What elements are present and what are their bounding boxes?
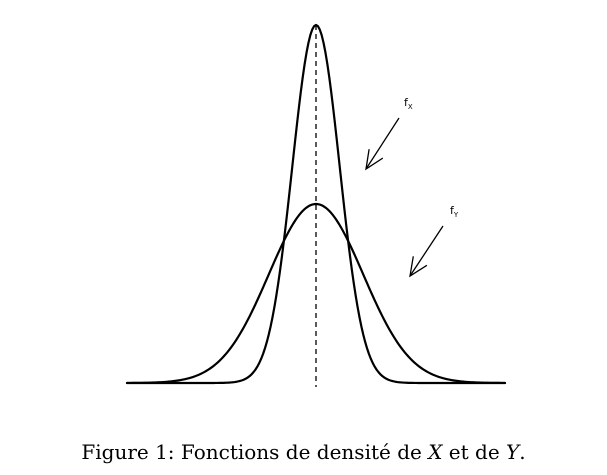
caption-suffix: . [519,440,526,464]
label-fy: fY [450,204,459,219]
label-fy-main: f [450,204,455,217]
label-fx-main: f [404,96,409,109]
arrow-fy-head [409,256,428,278]
label-fx: fX [404,96,413,111]
density-chart: fX fY [125,23,507,387]
caption-middle: et de [442,440,507,464]
annotation-fy: fY [409,204,459,278]
density-curve-f-y [125,202,507,385]
caption-var-y: Y [506,440,520,464]
label-fy-sub: Y [453,211,459,219]
density-curves [125,23,507,385]
annotation-fx: fX [365,96,413,171]
arrow-fy [409,225,444,277]
arrow-fx [365,117,400,170]
label-fx-sub: X [408,103,413,111]
caption-var-x: X [428,440,443,464]
arrow-fx-head [365,149,384,171]
caption-prefix: Figure 1: Fonctions de densité de [81,440,429,464]
figure-caption: Figure 1: Fonctions de densité de X et d… [0,440,607,464]
